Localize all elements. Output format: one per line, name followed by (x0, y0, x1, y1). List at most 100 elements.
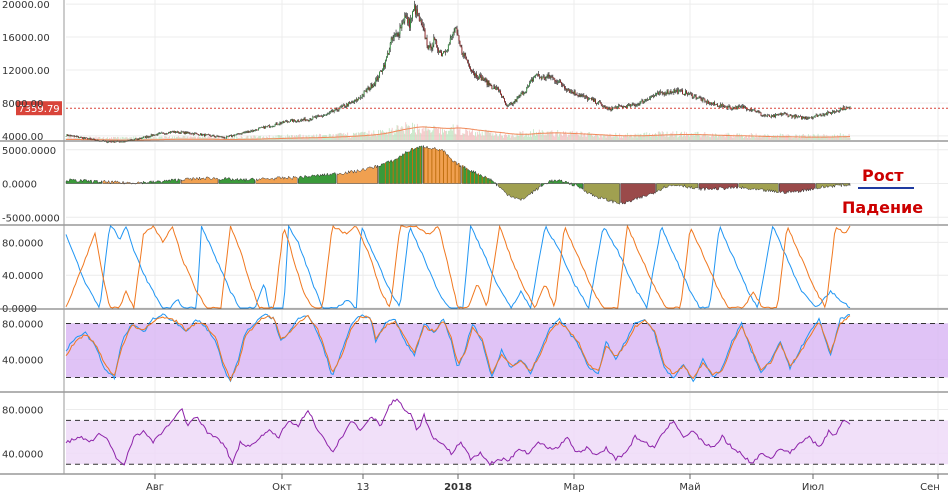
volume-bar (279, 135, 281, 140)
volume-bar (597, 136, 599, 140)
candle-body (829, 111, 831, 113)
candle-body (385, 57, 387, 60)
volume-bar (724, 137, 726, 140)
volume-bar (385, 131, 387, 140)
volume-bar (384, 132, 386, 140)
volume-bar (377, 134, 379, 140)
candle-body (467, 59, 469, 63)
candle-body (798, 116, 800, 117)
volume-bar (245, 137, 247, 140)
volume-bar (344, 135, 346, 140)
candle-body (325, 113, 327, 115)
x-tick-label: Окт (272, 482, 292, 493)
candle-body (380, 70, 382, 72)
oscillator-segment (298, 172, 337, 184)
candle-body (209, 135, 211, 136)
candle-body (160, 132, 162, 134)
candle-body (521, 92, 523, 94)
volume-bar (820, 135, 822, 140)
volume-bar (498, 136, 500, 140)
volume-bar (367, 134, 369, 140)
volume-bar (75, 137, 77, 140)
candle-body (86, 137, 88, 140)
candle-body (557, 82, 559, 83)
volume-bar (715, 134, 717, 140)
candle-body (847, 107, 849, 108)
candle-body (144, 136, 146, 138)
candle-body (89, 138, 91, 139)
volume-bar (691, 135, 693, 140)
candle-body (409, 18, 411, 28)
candle-body (250, 130, 252, 132)
candle-body (420, 19, 422, 24)
candle-body (594, 99, 595, 102)
candle-body (821, 115, 823, 117)
candle-body (560, 80, 562, 83)
volume-bar (647, 135, 649, 140)
candle-body (541, 77, 543, 80)
volume-bar (421, 128, 423, 140)
candle-body (357, 97, 359, 101)
candle-body (202, 134, 203, 136)
volume-bar (428, 129, 430, 140)
volume-bar (728, 133, 730, 140)
aroon-grid (66, 226, 948, 309)
candle-body (456, 28, 458, 34)
volume-bar (474, 132, 476, 140)
volume-bar (431, 131, 433, 140)
candle-body (154, 134, 156, 136)
volume-bar (591, 133, 593, 140)
candle-body (180, 131, 182, 134)
volume-bar (579, 136, 581, 140)
candle-body (752, 110, 754, 111)
candle-body (623, 106, 624, 108)
volume-bar (653, 135, 654, 140)
candle-body (421, 23, 423, 27)
volume-bar (287, 134, 289, 140)
candle-body (820, 114, 822, 116)
volume-bar (534, 135, 536, 140)
candle-body (509, 102, 511, 105)
candle-body (793, 115, 795, 117)
volume-bar (590, 134, 592, 140)
candle-body (307, 120, 309, 121)
candle-body (267, 125, 269, 126)
candle-body (136, 138, 138, 140)
candle-body (281, 122, 283, 124)
volume-bar (739, 133, 741, 140)
volume-bar (700, 137, 702, 140)
candle-body (513, 102, 515, 103)
volume-bar (154, 138, 156, 140)
candle-body (774, 115, 775, 118)
candle-body (317, 115, 319, 117)
candle-body (263, 126, 264, 128)
oscillator-segment (540, 178, 584, 190)
volume-bar (516, 133, 518, 140)
volume-bar (840, 136, 842, 140)
candle-body (187, 131, 189, 133)
volume-bar (215, 136, 217, 140)
candle-body (352, 101, 353, 103)
volume-bar (352, 136, 353, 140)
volume-bar (830, 136, 832, 140)
volume-bar (232, 136, 233, 140)
volume-bar (107, 137, 109, 140)
candle-body (846, 107, 848, 108)
volume-bar (845, 135, 847, 140)
volume-bar (509, 137, 511, 140)
candle-body (552, 77, 554, 78)
candle-body (397, 33, 399, 37)
candle-body (110, 141, 111, 143)
volume-bar (756, 137, 758, 140)
candle-body (284, 121, 286, 123)
candle-body (68, 135, 70, 137)
volume-bar (567, 134, 569, 140)
candle-body (724, 106, 726, 108)
candle-body (838, 110, 840, 112)
candle-body (542, 76, 544, 78)
volume-bar (418, 128, 420, 140)
x-tick-label: Мар (563, 482, 584, 493)
volume-bar (133, 136, 135, 140)
candle-body (430, 44, 432, 50)
volume-bar (592, 135, 593, 140)
